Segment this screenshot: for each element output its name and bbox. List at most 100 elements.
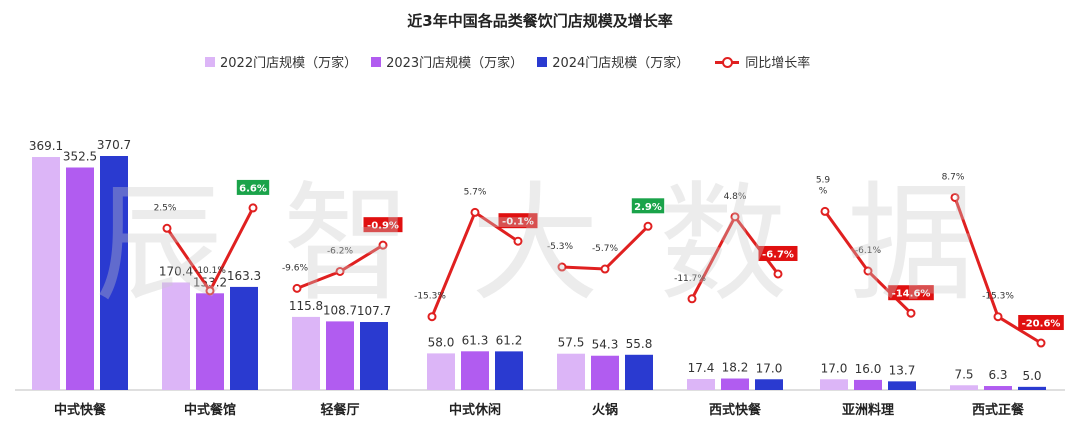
growth-badge	[498, 213, 538, 229]
growth-point	[470, 207, 480, 217]
growth-badge-label: -0.1%	[502, 217, 534, 228]
growth-badge	[363, 217, 403, 233]
growth-value-label: %	[819, 186, 828, 196]
growth-badge-label: -20.6%	[1022, 319, 1061, 330]
bar-value-label: 107.7	[357, 304, 391, 318]
bar-2023	[196, 293, 224, 390]
bar-2022	[687, 379, 715, 390]
growth-value-label: -6.1%	[855, 246, 882, 256]
growth-value-label: -15.3%	[982, 292, 1014, 302]
growth-point	[205, 286, 215, 296]
category-label: 轻餐厅	[320, 402, 359, 418]
legend-item-2024: 2024门店规模（万家）	[537, 52, 689, 71]
chart-title: 近3年中国各品类餐饮门店规模及增长率	[407, 12, 673, 30]
legend-swatch-2023	[371, 56, 382, 67]
bar-2023	[461, 351, 489, 390]
growth-badge-label: 2.9%	[634, 202, 662, 213]
growth-value-label: 5.9	[816, 175, 831, 185]
bar-value-label: 7.5	[954, 367, 973, 381]
growth-point	[906, 308, 916, 318]
bar-2023	[326, 321, 354, 390]
legend-item-2022: 2022门店规模（万家）	[205, 52, 357, 71]
bar-value-label: 6.3	[988, 368, 1007, 382]
legend-swatch-2024	[537, 56, 548, 67]
bar-value-label: 17.0	[821, 361, 848, 375]
growth-value-label: -10.1%	[194, 266, 226, 276]
bar-value-label: 18.2	[722, 361, 749, 375]
bar-2024	[625, 354, 653, 390]
growth-badge	[1018, 315, 1064, 331]
bar-2023	[984, 386, 1012, 390]
growth-badge	[236, 179, 270, 195]
bar-2024	[230, 286, 258, 390]
bar-value-label: 61.3	[462, 333, 489, 347]
bar-2023	[591, 355, 619, 390]
bar-2024	[1018, 386, 1046, 390]
bar-2022	[557, 353, 585, 390]
bar-value-label: 108.7	[323, 303, 357, 317]
growth-value-label: -5.3%	[547, 242, 574, 252]
growth-value-label: 8.7%	[942, 172, 965, 182]
legend-item-2023: 2023门店规模（万家）	[371, 52, 523, 71]
bar-2024	[888, 381, 916, 390]
growth-value-label: 4.8%	[724, 192, 747, 202]
bar-2022	[32, 157, 60, 390]
growth-point	[820, 206, 830, 216]
category-label: 中式快餐	[54, 402, 107, 418]
bar-value-label: 61.2	[496, 333, 523, 347]
growth-point	[687, 294, 697, 304]
growth-value-label: -5.7%	[592, 244, 619, 254]
bar-value-label: 17.4	[688, 361, 715, 375]
bar-2022	[292, 316, 320, 390]
growth-point	[248, 203, 258, 213]
bar-value-label: 16.0	[855, 362, 882, 376]
category-label: 火锅	[592, 402, 618, 418]
growth-point	[557, 262, 567, 272]
growth-point	[863, 266, 873, 276]
growth-badge-label: 6.6%	[239, 183, 267, 194]
bar-value-label: 17.0	[756, 361, 783, 375]
bar-2024	[495, 351, 523, 390]
bar-2023	[854, 379, 882, 390]
bar-value-label: 163.3	[227, 269, 261, 283]
bar-value-label: 55.8	[626, 337, 653, 351]
bar-2022	[950, 385, 978, 390]
chart-legend: 2022门店规模（万家） 2023门店规模（万家） 2024门店规模（万家） 同…	[205, 52, 824, 71]
growth-point	[335, 266, 345, 276]
bar-value-label: 58.0	[428, 335, 455, 349]
growth-badge	[631, 198, 665, 214]
growth-badge-label: -14.6%	[892, 289, 931, 300]
legend-label-2022: 2022门店规模（万家）	[220, 56, 358, 71]
legend-item-growth: 同比增长率	[703, 52, 810, 71]
legend-line-icon	[715, 56, 740, 68]
bar-value-label: 13.7	[889, 363, 916, 377]
legend-label-2024: 2024门店规模（万家）	[552, 56, 690, 71]
growth-point	[993, 312, 1003, 322]
growth-point	[730, 212, 740, 222]
bar-2023	[721, 378, 749, 390]
growth-badge	[888, 285, 934, 301]
legend-swatch-2022	[205, 56, 215, 67]
growth-badge	[758, 245, 798, 261]
growth-point	[1036, 338, 1046, 348]
growth-value-label: 5.7%	[464, 187, 487, 197]
growth-value-label: -9.6%	[282, 263, 309, 273]
growth-badge-label: -6.7%	[762, 249, 794, 260]
growth-point	[950, 192, 960, 202]
bar-value-label: 115.8	[289, 299, 323, 313]
bar-value-label: 369.1	[29, 139, 63, 153]
growth-point	[643, 221, 653, 231]
bar-2023	[66, 167, 94, 390]
growth-point	[773, 269, 783, 279]
category-label: 西式正餐	[972, 402, 1025, 418]
bar-value-label: 5.0	[1022, 369, 1041, 383]
bar-2022	[820, 379, 848, 390]
growth-point	[162, 223, 172, 233]
bar-value-label: 370.7	[97, 138, 131, 152]
bar-value-label: 170.4	[159, 264, 193, 278]
growth-point	[513, 236, 523, 246]
growth-value-label: 2.5%	[154, 203, 177, 213]
growth-value-label: -11.7%	[674, 274, 706, 284]
category-label: 亚洲料理	[842, 402, 894, 418]
